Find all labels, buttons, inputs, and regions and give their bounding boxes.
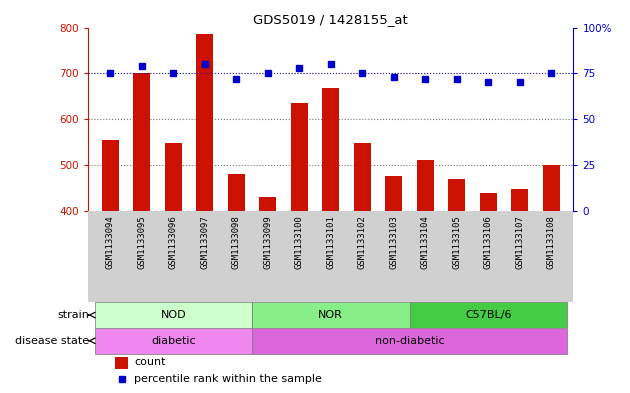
Text: GSM1133094: GSM1133094 <box>106 215 115 269</box>
Bar <box>542 165 560 211</box>
Text: GSM1133107: GSM1133107 <box>515 215 524 269</box>
Bar <box>101 140 119 211</box>
Text: GSM1133102: GSM1133102 <box>358 215 367 269</box>
Text: GSM1133098: GSM1133098 <box>232 215 241 269</box>
Bar <box>353 143 371 211</box>
Bar <box>252 302 410 328</box>
Bar <box>416 160 434 211</box>
Bar <box>322 88 340 211</box>
Bar <box>94 328 252 354</box>
Bar <box>290 103 308 211</box>
Bar <box>410 302 567 328</box>
Text: percentile rank within the sample: percentile rank within the sample <box>134 374 322 384</box>
Text: C57BL/6: C57BL/6 <box>465 310 512 320</box>
Bar <box>227 174 245 211</box>
Bar <box>164 143 182 211</box>
Text: GSM1133104: GSM1133104 <box>421 215 430 269</box>
Text: GSM1133096: GSM1133096 <box>169 215 178 269</box>
Text: GSM1133100: GSM1133100 <box>295 215 304 269</box>
Bar <box>259 197 277 211</box>
Text: GSM1133095: GSM1133095 <box>137 215 146 269</box>
Text: disease state: disease state <box>14 336 89 346</box>
Bar <box>511 189 529 211</box>
Text: NOR: NOR <box>318 310 343 320</box>
Bar <box>196 34 214 211</box>
Text: GSM1133097: GSM1133097 <box>200 215 209 269</box>
Text: count: count <box>134 358 166 367</box>
Bar <box>133 73 151 211</box>
Bar <box>448 178 466 211</box>
Text: non-diabetic: non-diabetic <box>375 336 444 346</box>
Text: GSM1133108: GSM1133108 <box>547 215 556 269</box>
Bar <box>479 193 497 211</box>
Bar <box>115 357 129 369</box>
Title: GDS5019 / 1428155_at: GDS5019 / 1428155_at <box>253 13 408 26</box>
Text: GSM1133099: GSM1133099 <box>263 215 272 269</box>
Text: GSM1133101: GSM1133101 <box>326 215 335 269</box>
Text: GSM1133106: GSM1133106 <box>484 215 493 269</box>
Text: GSM1133105: GSM1133105 <box>452 215 461 269</box>
Text: GSM1133103: GSM1133103 <box>389 215 398 269</box>
Text: NOD: NOD <box>161 310 186 320</box>
Bar <box>252 328 567 354</box>
Bar <box>385 176 403 211</box>
Text: strain: strain <box>57 310 89 320</box>
Bar <box>94 302 252 328</box>
Text: diabetic: diabetic <box>151 336 195 346</box>
